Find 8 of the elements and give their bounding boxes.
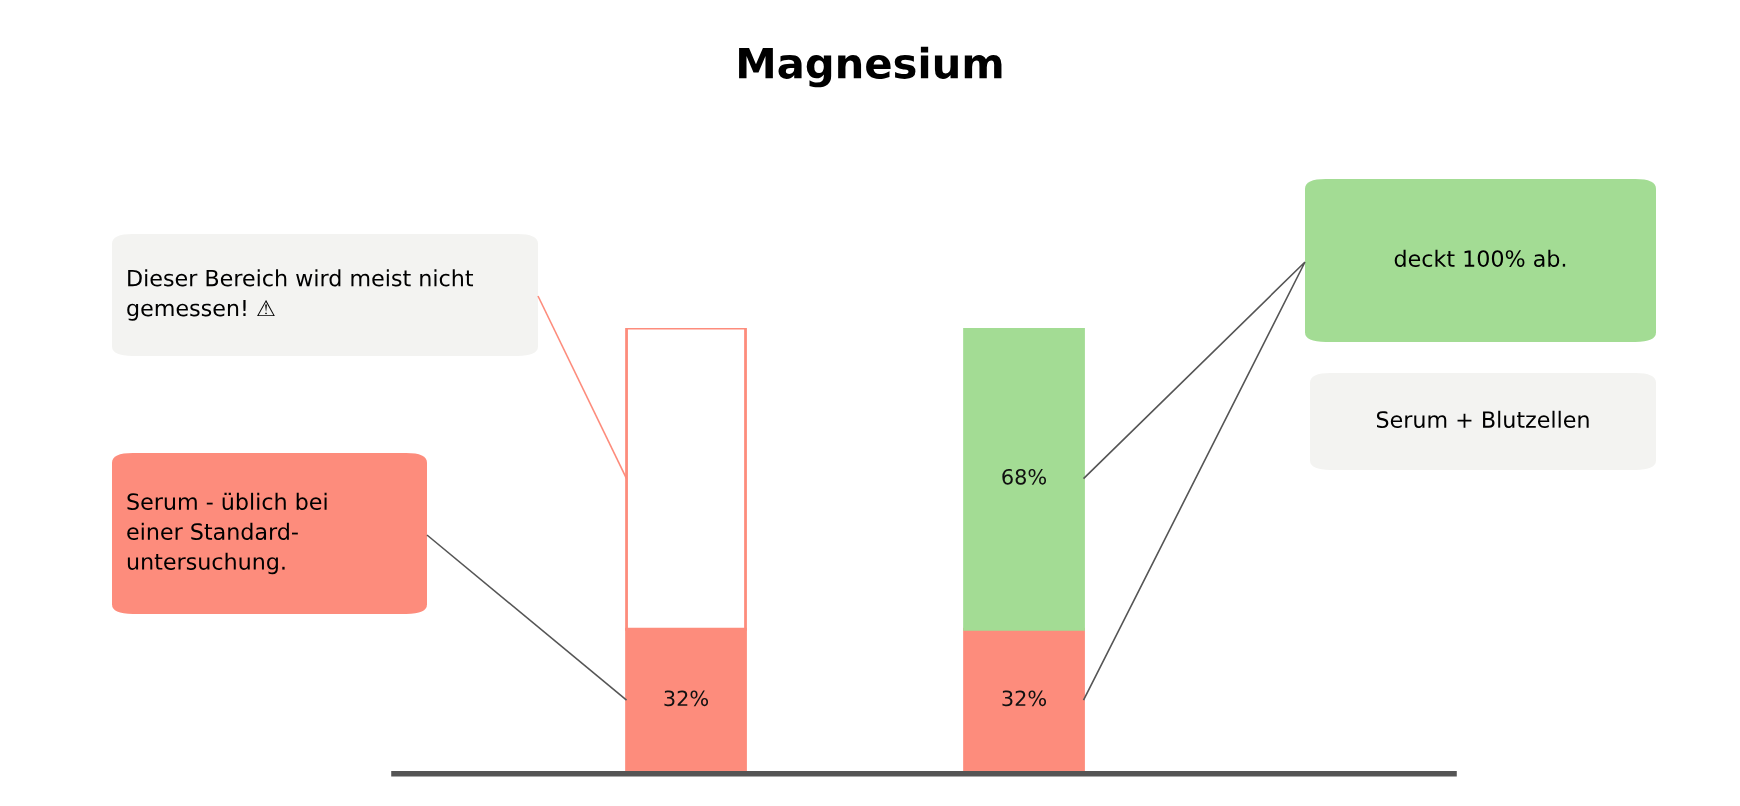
- data-label: 68%: [1002, 468, 1047, 485]
- data-label: 32%: [1002, 690, 1047, 707]
- data-label: 32%: [664, 690, 709, 707]
- annotation: Serum + Blutzellen: [1376, 410, 1589, 428]
- text: Serum - üblich bei einer Standard- untersuchung.: [127, 492, 327, 575]
- text: deckt 100% ab.: [1394, 249, 1566, 267]
- text: Dieser Bereich wird meist nicht gemessen! ⚠: [127, 269, 474, 321]
- chart-title: Magnesium: [739, 46, 1002, 88]
